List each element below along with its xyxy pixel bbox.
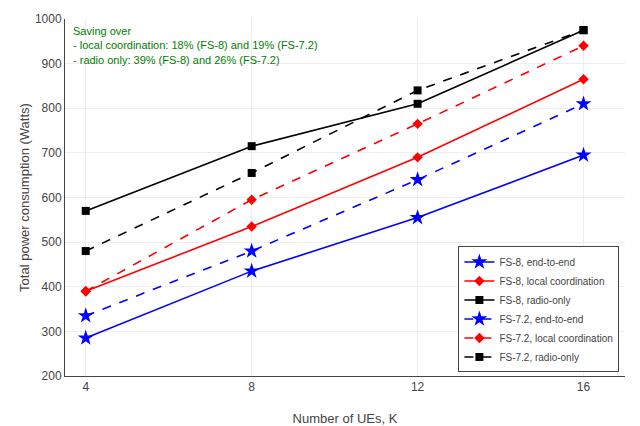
svg-text:900: 900 [42,57,62,71]
svg-text:1000: 1000 [35,12,62,26]
svg-text:FS-8, radio-only: FS-8, radio-only [499,295,570,306]
svg-text:300: 300 [42,325,62,339]
svg-text:4: 4 [82,380,89,394]
svg-text:FS-8, end-to-end: FS-8, end-to-end [499,257,575,268]
svg-text:12: 12 [411,380,425,394]
svg-text:500: 500 [42,235,62,249]
svg-text:200: 200 [42,369,62,383]
svg-text:FS-7.2, local coordination: FS-7.2, local coordination [499,333,612,344]
svg-text:Number of UEs, K: Number of UEs, K [293,411,398,426]
svg-text:800: 800 [42,101,62,115]
svg-text:8: 8 [248,380,255,394]
svg-text:FS-7.2, end-to-end: FS-7.2, end-to-end [499,314,583,325]
svg-text:700: 700 [42,146,62,160]
svg-text:600: 600 [42,191,62,205]
svg-text:FS-7.2, radio-only: FS-7.2, radio-only [499,352,578,363]
svg-text:16: 16 [577,380,591,394]
svg-text:Saving over- local coordinatio: Saving over- local coordination: 18% (FS… [73,25,318,66]
svg-text:FS-8, local coordination: FS-8, local coordination [499,276,604,287]
svg-text:Total power consumption (Watts: Total power consumption (Watts) [17,103,32,292]
svg-text:400: 400 [42,280,62,294]
